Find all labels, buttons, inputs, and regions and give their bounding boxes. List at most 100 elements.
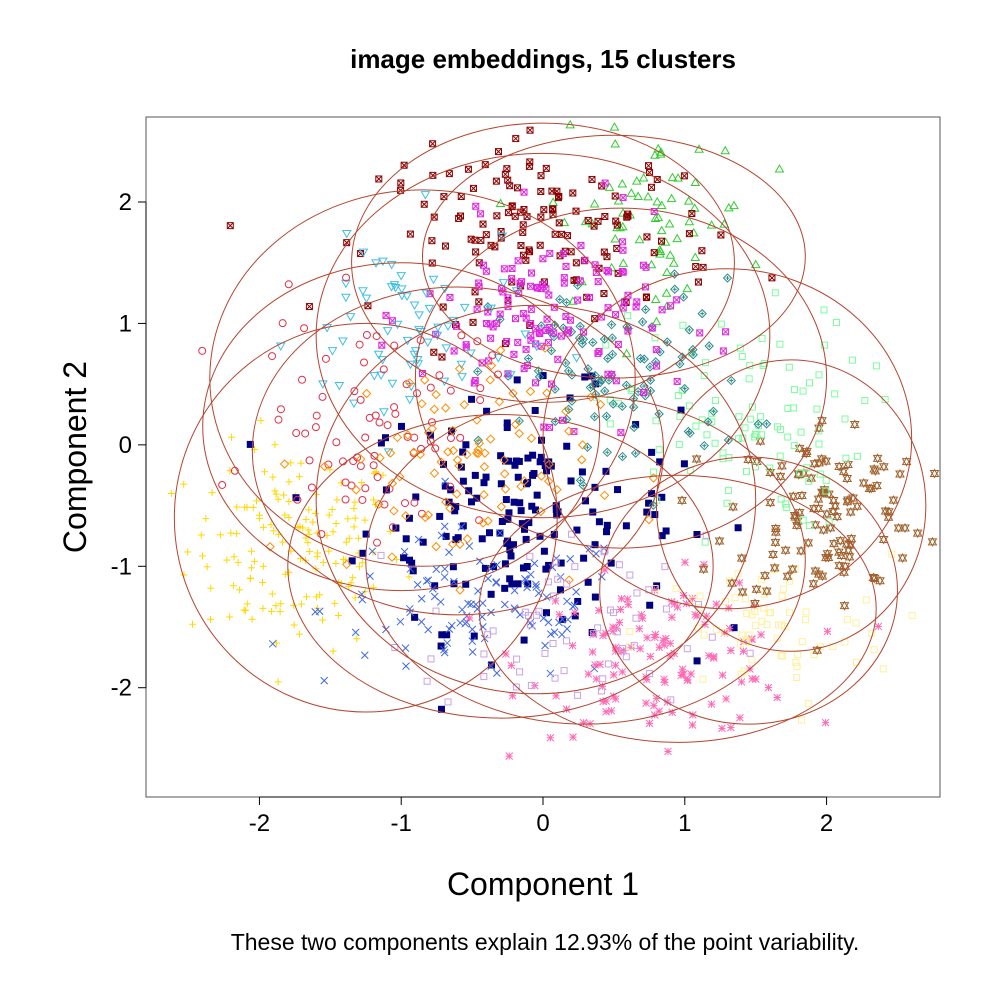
data-point xyxy=(532,583,541,591)
data-point xyxy=(389,281,400,290)
data-point xyxy=(611,695,620,703)
data-point xyxy=(768,549,778,560)
data-point xyxy=(359,549,367,557)
data-point xyxy=(555,192,563,200)
data-point xyxy=(268,639,277,648)
data-point xyxy=(275,342,286,352)
data-point xyxy=(843,616,851,624)
data-point xyxy=(313,604,321,612)
data-point xyxy=(650,633,659,642)
data-point xyxy=(400,547,409,556)
data-point xyxy=(888,550,896,558)
data-point xyxy=(596,660,604,669)
data-point xyxy=(673,296,681,304)
data-point xyxy=(758,335,766,343)
data-point xyxy=(526,282,534,290)
data-point xyxy=(382,311,390,319)
data-point xyxy=(760,570,770,581)
data-point xyxy=(645,162,653,170)
data-point xyxy=(617,594,626,603)
cluster-ellipse xyxy=(209,189,636,567)
data-point xyxy=(393,556,401,564)
data-point xyxy=(409,567,417,575)
data-point xyxy=(465,542,474,550)
cluster-ellipse xyxy=(414,207,828,549)
data-point xyxy=(638,614,647,623)
data-point xyxy=(549,320,560,330)
data-point xyxy=(603,521,611,529)
data-point xyxy=(361,588,369,596)
data-point xyxy=(320,676,329,685)
data-point xyxy=(640,388,648,396)
data-point xyxy=(554,355,562,363)
data-point xyxy=(726,375,736,386)
data-point xyxy=(459,477,467,485)
data-point xyxy=(604,304,612,312)
data-point xyxy=(428,237,436,245)
data-point xyxy=(387,552,397,562)
data-point xyxy=(455,585,465,595)
cluster-ellipse xyxy=(599,456,898,725)
data-point xyxy=(816,470,824,478)
data-point xyxy=(786,609,794,617)
data-point xyxy=(184,548,192,556)
chart-caption: These two components explain 12.93% of t… xyxy=(231,929,860,955)
data-point xyxy=(342,556,350,564)
data-point xyxy=(318,392,327,401)
data-point xyxy=(441,497,451,507)
data-point xyxy=(619,194,627,202)
data-point xyxy=(617,429,625,437)
data-point xyxy=(616,605,625,614)
data-point xyxy=(522,345,530,353)
data-point xyxy=(480,673,488,681)
data-point xyxy=(513,376,521,384)
data-point xyxy=(441,344,452,353)
data-point xyxy=(722,273,733,283)
data-point xyxy=(465,614,474,622)
data-point xyxy=(369,461,378,470)
data-point xyxy=(666,193,677,203)
data-point xyxy=(285,498,293,506)
data-point xyxy=(480,448,490,458)
data-point xyxy=(387,379,398,389)
data-point xyxy=(872,480,882,491)
data-point xyxy=(371,411,380,420)
data-point xyxy=(825,522,836,533)
data-point xyxy=(832,318,840,326)
data-point xyxy=(526,621,534,629)
data-point xyxy=(345,583,353,591)
data-point xyxy=(793,663,801,671)
data-point xyxy=(207,584,215,592)
data-point xyxy=(624,312,632,320)
data-point xyxy=(472,366,483,377)
data-point xyxy=(377,356,388,365)
data-point xyxy=(479,490,489,500)
data-point xyxy=(782,571,793,582)
data-point xyxy=(544,459,554,470)
data-point xyxy=(812,645,823,656)
data-point xyxy=(331,599,339,607)
data-point xyxy=(545,423,553,431)
data-point xyxy=(677,406,685,414)
data-point xyxy=(753,431,761,439)
data-point xyxy=(540,206,548,214)
data-point xyxy=(721,628,729,636)
data-point xyxy=(522,576,530,585)
data-point xyxy=(360,651,369,660)
data-point xyxy=(206,615,214,623)
data-point xyxy=(402,535,410,543)
data-point xyxy=(443,322,453,332)
data-point xyxy=(729,200,739,210)
data-point xyxy=(417,594,426,603)
data-point xyxy=(666,639,675,648)
data-point xyxy=(739,647,748,656)
data-point xyxy=(734,524,742,532)
data-point xyxy=(584,216,592,224)
data-point xyxy=(808,578,819,589)
data-point xyxy=(828,495,839,506)
data-point xyxy=(832,511,843,522)
data-point xyxy=(639,381,649,391)
data-point xyxy=(307,483,316,492)
data-point xyxy=(541,641,549,650)
data-point xyxy=(645,362,655,372)
